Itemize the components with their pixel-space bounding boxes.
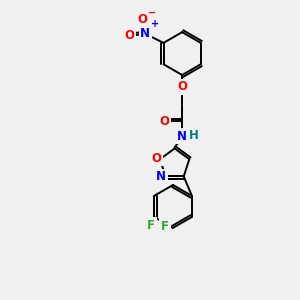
Text: H: H (189, 128, 199, 142)
Text: O: O (137, 13, 147, 26)
Text: N: N (140, 27, 150, 40)
Text: N: N (156, 170, 166, 183)
Text: O: O (151, 152, 161, 165)
Text: F: F (161, 220, 169, 232)
Text: N: N (177, 130, 187, 142)
Text: O: O (124, 29, 134, 42)
Text: O: O (177, 80, 187, 93)
Text: −: − (148, 8, 156, 17)
Text: F: F (147, 219, 155, 232)
Text: +: + (152, 19, 160, 29)
Text: O: O (159, 115, 169, 128)
